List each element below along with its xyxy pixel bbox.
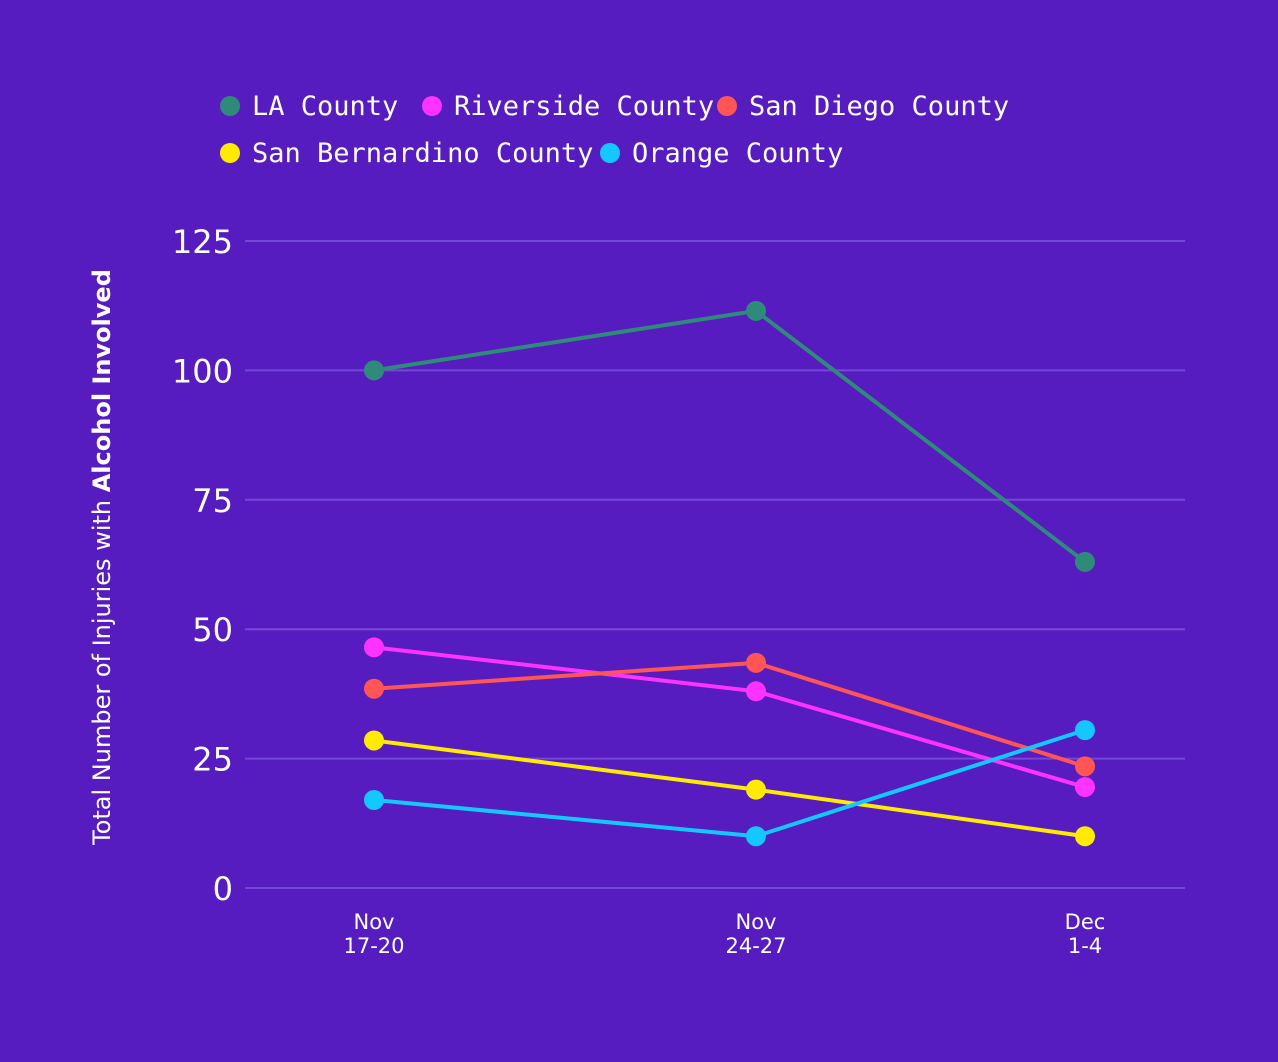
legend-swatch (220, 96, 240, 116)
legend-item-la-county: LA County (220, 91, 398, 122)
series-group (364, 300, 1095, 847)
series-line-san-diego-county (372, 660, 1087, 769)
data-point-riverside-county-0 (364, 637, 384, 658)
data-point-san-bernardino-county-0 (364, 730, 384, 751)
x-tick-label: Nov 17-20 (343, 910, 404, 958)
data-point-orange-county-1 (746, 826, 766, 847)
x-tick-label-line: 1-4 (1068, 934, 1102, 958)
legend-label: San Bernardino County (252, 138, 593, 169)
y-tick-label: 75 (192, 482, 233, 520)
x-tick-label-line: Nov (736, 910, 777, 934)
legend-swatch (220, 143, 240, 163)
series-san-bernardino-county (364, 730, 1095, 847)
legend: LA County Riverside County San Diego Count… (220, 91, 1009, 169)
grid-lines (245, 240, 1185, 889)
data-point-san-bernardino-county-1 (746, 779, 766, 800)
legend-label: San Diego County (749, 91, 1009, 122)
y-tick-label: 100 (172, 352, 233, 390)
y-tick-label: 125 (172, 223, 233, 261)
data-point-riverside-county-2 (1075, 777, 1095, 798)
legend-item-san-bernardino-county: San Bernardino County (220, 138, 593, 169)
data-point-la-county-0 (364, 360, 384, 381)
y-axis-ticks: 0 25 50 75 100 125 (172, 223, 233, 908)
x-tick-label-line: Nov (354, 910, 395, 934)
data-point-san-bernardino-county-2 (1075, 826, 1095, 847)
legend-item-orange-county: Orange County (600, 138, 843, 169)
series-la-county (364, 300, 1095, 572)
y-axis-label: Total Number of Injuries with Alcohol In… (88, 269, 116, 846)
legend-label: LA County (252, 91, 398, 122)
data-point-san-diego-county-0 (364, 678, 384, 699)
series-orange-county (364, 720, 1095, 847)
legend-item-san-diego-county: San Diego County (717, 91, 1009, 122)
y-axis-label-regular: Total Number of Injuries with (88, 500, 116, 846)
series-riverside-county (364, 637, 1095, 798)
series-line-la-county (372, 308, 1087, 564)
data-point-la-county-2 (1075, 551, 1095, 572)
x-tick-label: Dec 1-4 (1065, 910, 1106, 958)
data-point-riverside-county-1 (746, 681, 766, 702)
legend-swatch (600, 143, 620, 163)
legend-swatch (422, 96, 442, 116)
legend-label: Orange County (632, 138, 843, 169)
x-tick-label-line: 17-20 (343, 934, 404, 958)
y-tick-label: 0 (213, 870, 233, 908)
legend-item-riverside-county: Riverside County (422, 91, 714, 122)
data-point-san-diego-county-2 (1075, 756, 1095, 777)
data-point-san-diego-county-1 (746, 652, 766, 673)
x-tick-label-line: 24-27 (725, 934, 786, 958)
data-point-la-county-1 (746, 300, 766, 321)
legend-swatch (717, 96, 737, 116)
x-tick-label-line: Dec (1065, 910, 1106, 934)
y-axis-label-bold: Alcohol Involved (88, 269, 116, 492)
x-tick-label: Nov 24-27 (725, 910, 786, 958)
y-tick-label: 25 (192, 741, 233, 779)
data-point-orange-county-0 (364, 790, 384, 811)
y-tick-label: 50 (192, 611, 233, 649)
legend-label: Riverside County (454, 91, 714, 122)
series-san-diego-county (364, 652, 1095, 777)
data-point-orange-county-2 (1075, 720, 1095, 741)
